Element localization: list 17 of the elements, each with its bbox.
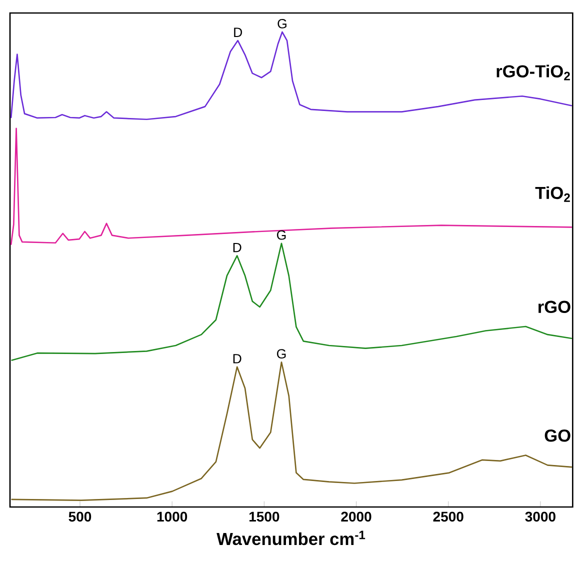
x-tick-label: 1000 bbox=[157, 512, 188, 522]
x-tick-label: 500 bbox=[68, 512, 92, 522]
annotation: D bbox=[233, 354, 242, 364]
x-axis-title: Wavenumber cm$^{-1}$ bbox=[216, 530, 366, 546]
x-tick-label: 3000 bbox=[525, 512, 556, 522]
x-tick-label: 2500 bbox=[433, 512, 464, 522]
series-label: rGO bbox=[538, 300, 570, 314]
x-tick-label: 2000 bbox=[341, 512, 372, 522]
series-label: GO bbox=[544, 429, 570, 442]
series-label: rGO-TiO$_{2}$ bbox=[496, 64, 570, 80]
x-tick-label: 1500 bbox=[249, 512, 280, 522]
annotation: D bbox=[233, 242, 242, 252]
series-label: TiO$_{2}$ bbox=[535, 186, 570, 202]
annotation: G bbox=[278, 18, 286, 28]
annotation: G bbox=[276, 230, 286, 240]
annotation: D bbox=[234, 28, 242, 37]
annotation: G bbox=[276, 349, 286, 359]
